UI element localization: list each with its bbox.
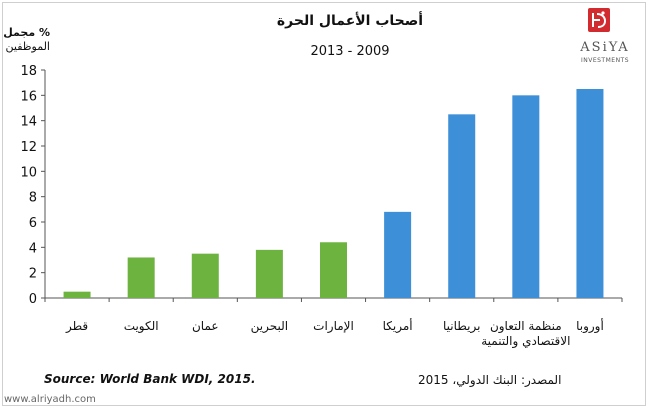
x-tick-label: أوروبا bbox=[576, 318, 604, 334]
y-tick-label: 10 bbox=[20, 165, 37, 180]
x-tick-label-line: الكويت bbox=[124, 319, 159, 334]
x-tick-label-line: منظمة التعاون bbox=[490, 319, 562, 334]
logo-brand-subtext: INVESTMENTS bbox=[580, 57, 630, 64]
chart-subtitle: 2013 - 2009 bbox=[310, 44, 390, 59]
source-arabic: المصدر: البنك الدولي، 2015 bbox=[418, 373, 562, 387]
x-tick-label-line: الإمارات bbox=[313, 319, 354, 334]
x-tick-label-line: عمان bbox=[192, 319, 219, 333]
x-tick-label-line: البحرين bbox=[251, 319, 288, 334]
x-tick-label: البحرين bbox=[251, 319, 288, 334]
y-tick-label: 8 bbox=[29, 191, 37, 206]
y-tick-label: 0 bbox=[29, 292, 37, 307]
watermark: www.alriyadh.com bbox=[4, 394, 96, 405]
logo-mark-icon bbox=[588, 8, 610, 32]
bar bbox=[320, 242, 347, 298]
bar bbox=[448, 114, 476, 298]
y-tick-label: 18 bbox=[20, 64, 37, 79]
y-axis-unit-line2: الموظفين bbox=[5, 40, 50, 53]
source-english: Source: World Bank WDI, 2015. bbox=[44, 372, 256, 386]
x-tick-label-line: قطر bbox=[65, 319, 88, 334]
x-tick-label: عمان bbox=[192, 319, 219, 333]
x-tick-label: الكويت bbox=[124, 319, 159, 334]
y-tick-label: 2 bbox=[29, 267, 37, 282]
bar bbox=[63, 291, 91, 298]
y-tick-label: 12 bbox=[20, 140, 37, 155]
x-tick-label-line: بريطانيا bbox=[443, 319, 480, 334]
logo-brand-text: ASiYA bbox=[580, 40, 630, 55]
bar bbox=[512, 95, 540, 298]
chart-title: أصحاب الأعمال الحرة bbox=[276, 13, 424, 29]
x-tick-label-line: أوروبا bbox=[576, 318, 604, 334]
y-tick-label: 14 bbox=[20, 115, 37, 130]
y-tick-label: 16 bbox=[20, 89, 37, 104]
y-tick-label: 4 bbox=[29, 241, 37, 256]
x-tick-label-line: أمريكا bbox=[383, 318, 413, 334]
x-tick-label: قطر bbox=[65, 319, 88, 334]
x-tick-label: الإمارات bbox=[313, 319, 354, 334]
bar bbox=[576, 89, 604, 298]
y-axis-unit-label: % مجمل الموظفين bbox=[3, 26, 50, 54]
x-tick-label: منظمة التعاون الاقتصادي والتنمية bbox=[481, 319, 570, 349]
asiya-logo: ASiYA INVESTMENTS bbox=[574, 8, 636, 70]
x-tick-label-line: الاقتصادي والتنمية bbox=[481, 334, 570, 349]
bar bbox=[127, 257, 155, 298]
x-tick-label: بريطانيا bbox=[443, 319, 480, 334]
bar bbox=[255, 249, 283, 298]
bar bbox=[191, 253, 219, 298]
y-tick-label: 6 bbox=[29, 216, 37, 231]
y-axis-unit-line1: % مجمل bbox=[3, 26, 50, 39]
bar bbox=[384, 211, 412, 298]
x-tick-label: أمريكا bbox=[383, 318, 413, 334]
